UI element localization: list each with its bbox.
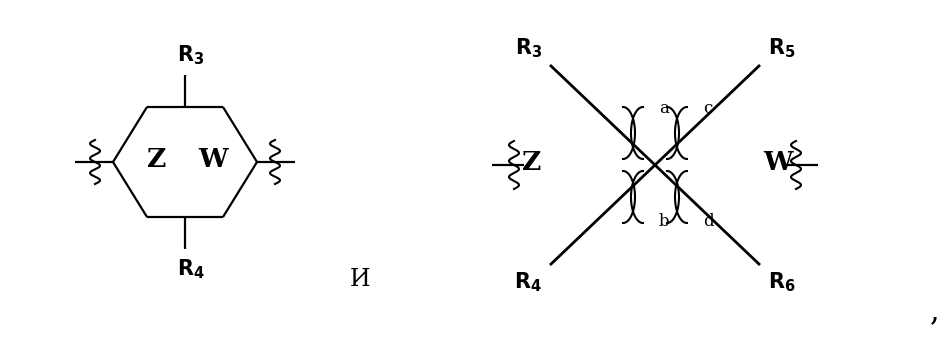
Text: $\mathbf{R_5}$: $\mathbf{R_5}$ [767, 36, 795, 60]
Text: W: W [198, 148, 228, 173]
Text: $\mathbf{R_6}$: $\mathbf{R_6}$ [767, 270, 795, 294]
Text: $\mathbf{R_3}$: $\mathbf{R_3}$ [177, 43, 205, 67]
Text: a: a [659, 100, 668, 118]
Text: И: И [349, 268, 370, 290]
Text: Z: Z [522, 151, 541, 176]
Text: b: b [659, 213, 669, 229]
Text: d: d [703, 213, 713, 229]
Text: W: W [763, 151, 792, 176]
Text: $\mathbf{R_3}$: $\mathbf{R_3}$ [514, 36, 542, 60]
Text: Z: Z [148, 148, 167, 173]
Text: c: c [703, 100, 712, 118]
Text: ,: , [929, 297, 939, 328]
Text: $\mathbf{R_4}$: $\mathbf{R_4}$ [177, 257, 205, 281]
Text: $\mathbf{R_4}$: $\mathbf{R_4}$ [514, 270, 542, 294]
